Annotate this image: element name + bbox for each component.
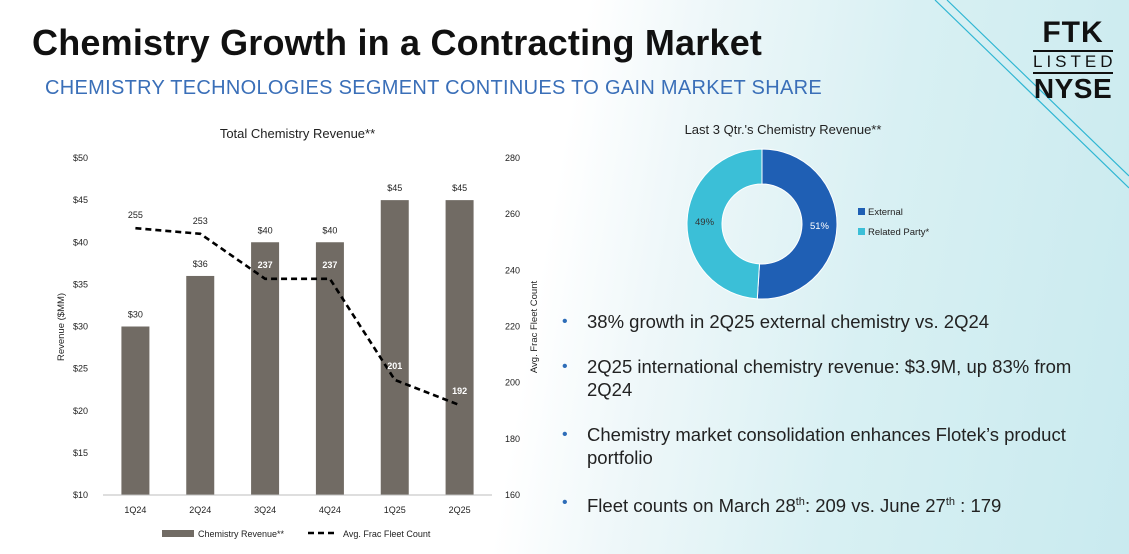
donut-slice <box>686 148 763 300</box>
line-value-label: 201 <box>387 361 402 371</box>
bar-value-label: $45 <box>452 183 467 193</box>
bullet-item: • Fleet counts on March 28th: 209 vs. Jun… <box>562 491 1082 517</box>
donut-slice-label: 51% <box>810 221 830 232</box>
legend-label-revenue: Chemistry Revenue** <box>198 529 285 539</box>
y2-axis-title: Avg. Frac Fleet Count <box>529 281 540 374</box>
line-value-label: 237 <box>322 260 337 270</box>
line-value-label: 253 <box>193 216 208 226</box>
bullet-item: • 38% growth in 2Q25 external chemistry v… <box>562 310 1082 333</box>
page-subtitle: CHEMISTRY TECHNOLOGIES SEGMENT CONTINUES… <box>45 77 822 99</box>
bullet-text: Chemistry market consolidation enhances … <box>587 424 1066 468</box>
y-axis-tick-label: $35 <box>73 279 88 289</box>
bullet-icon: • <box>562 426 568 443</box>
revenue-bar <box>251 242 280 495</box>
donut-legend-label: Related Party* <box>868 227 930 238</box>
bullet-superscript: th <box>795 496 805 508</box>
bullet-text-part: : 179 <box>955 495 1002 517</box>
ftk-nyse-logo: FTK LISTED NYSE <box>1033 18 1113 104</box>
x-axis-tick-label: 2Q24 <box>189 505 211 515</box>
revenue-bar <box>186 275 215 495</box>
donut-legend-label: External <box>868 207 903 218</box>
donut-slice <box>756 148 838 300</box>
logo-exchange: NYSE <box>1033 73 1113 104</box>
legend-label-fleet: Avg. Frac Fleet Count <box>343 529 431 539</box>
donut-title: Last 3 Qtr.'s Chemistry Revenue** <box>685 122 882 137</box>
x-axis-tick-label: 1Q24 <box>124 505 146 515</box>
y-axis-tick-label: $15 <box>73 448 88 458</box>
bullet-icon: • <box>562 358 568 375</box>
bullet-text: 2Q25 international chemistry revenue: $3… <box>587 356 1072 400</box>
bar-value-label: $36 <box>193 259 208 269</box>
y2-axis-tick-label: 200 <box>505 378 520 388</box>
chart-title: Total Chemistry Revenue** <box>220 126 375 141</box>
donut-slice-label: 49% <box>695 217 715 228</box>
revenue-bar <box>315 242 344 495</box>
y2-axis-tick-label: 220 <box>505 322 520 332</box>
bar-value-label: $45 <box>387 183 402 193</box>
x-axis-tick-label: 4Q24 <box>319 505 341 515</box>
fleet-count-line <box>135 226 461 407</box>
bullet-text: 38% growth in 2Q25 external chemistry vs… <box>587 311 990 332</box>
donut-legend-swatch <box>858 228 865 235</box>
y-axis-tick-label: $40 <box>73 237 88 247</box>
key-points-list: • 38% growth in 2Q25 external chemistry v… <box>562 310 1082 539</box>
donut-legend-swatch <box>858 208 865 215</box>
y-axis-tick-label: $45 <box>73 195 88 205</box>
bullet-icon: • <box>562 494 568 511</box>
x-axis-tick-label: 1Q25 <box>384 505 406 515</box>
y2-axis-tick-label: 180 <box>505 434 520 444</box>
line-value-label: 237 <box>258 260 273 270</box>
logo-listed: LISTED <box>1033 50 1113 74</box>
bullet-item: • Chemistry market consolidation enhances… <box>562 423 1082 469</box>
page-title: Chemistry Growth in a Contracting Market <box>32 22 763 63</box>
y-axis-tick-label: $10 <box>73 490 88 500</box>
y-axis-tick-label: $20 <box>73 406 88 416</box>
bullet-icon: • <box>562 313 568 330</box>
bar-value-label: $40 <box>258 225 273 235</box>
y2-axis-tick-label: 260 <box>505 209 520 219</box>
x-axis-tick-label: 2Q25 <box>449 505 471 515</box>
line-value-label: 255 <box>128 210 143 220</box>
y-axis-title: Revenue ($MM) <box>56 293 67 361</box>
y-axis-tick-label: $25 <box>73 364 88 374</box>
y2-axis-tick-label: 280 <box>505 153 520 163</box>
bullet-superscript: th <box>945 496 956 508</box>
bar-value-label: $40 <box>322 225 337 235</box>
y-axis-tick-label: $30 <box>73 322 88 332</box>
y-axis-tick-label: $50 <box>73 153 88 163</box>
revenue-bar <box>121 326 150 495</box>
y2-axis-tick-label: 240 <box>505 265 520 275</box>
revenue-bar <box>380 200 409 495</box>
line-value-label: 192 <box>452 386 467 396</box>
revenue-bar <box>445 200 474 495</box>
x-axis-tick-label: 3Q24 <box>254 505 276 515</box>
bar-value-label: $30 <box>128 310 143 320</box>
legend-swatch-revenue <box>162 530 194 537</box>
bullet-text-part: : 209 vs. June 27 <box>804 495 946 517</box>
bullet-text-part: Fleet counts on March 28 <box>587 495 796 517</box>
y2-axis-tick-label: 160 <box>505 490 520 500</box>
logo-ticker: FTK <box>1042 16 1104 49</box>
bullet-item: • 2Q25 international chemistry revenue: $… <box>562 355 1082 401</box>
